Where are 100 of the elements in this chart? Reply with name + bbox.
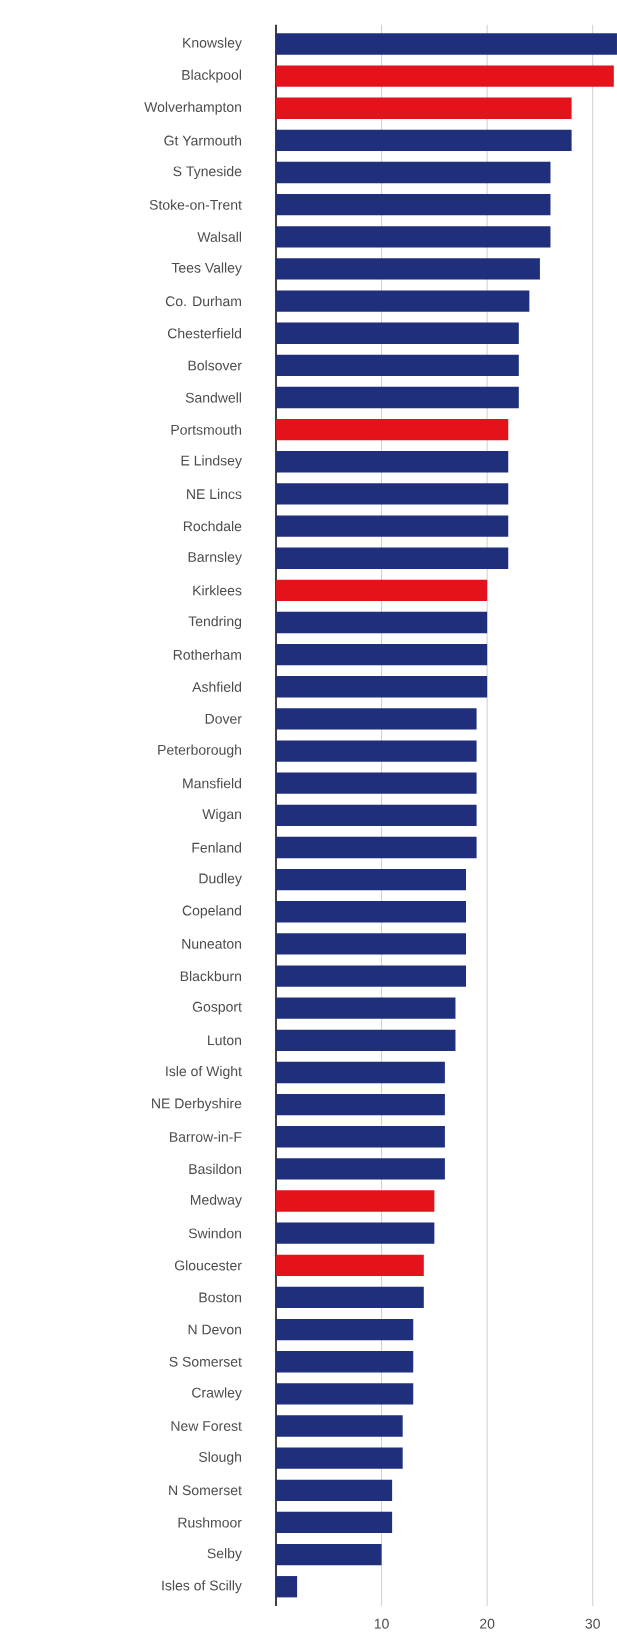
y-tick-label: Tendring	[188, 615, 242, 630]
bar	[275, 708, 477, 730]
y-tick-label: Bolsover	[188, 360, 242, 371]
bar	[275, 611, 488, 634]
bar	[275, 1576, 298, 1598]
y-tick-label: Tees Valley	[171, 262, 242, 276]
bar	[275, 1158, 445, 1180]
bar	[275, 1222, 435, 1244]
y-tick-label: Stoke-on-Trent	[149, 199, 242, 210]
y-tick-label: Walsall	[197, 231, 242, 242]
y-tick-label: N Somerset	[169, 1485, 242, 1496]
y-tick-label: Dover	[205, 714, 242, 724]
y-tick-label: Copeland	[182, 905, 242, 919]
y-tick-label: Blackburn	[180, 970, 242, 982]
bar	[275, 1511, 393, 1534]
bar	[275, 386, 519, 409]
bar	[275, 354, 519, 377]
bar	[275, 1479, 393, 1501]
bar	[275, 129, 572, 152]
y-tick-label: Kirklees	[193, 585, 242, 596]
y-tick-label: Isles of Scilly	[162, 1580, 242, 1594]
y-tick-label: NE Lincs	[187, 488, 242, 500]
y-tick-label: Rochdale	[183, 520, 242, 532]
bar	[275, 676, 488, 698]
bar	[275, 65, 614, 87]
y-tick-label: Chesterfield	[167, 328, 242, 339]
bar	[275, 1447, 403, 1469]
y-tick-label: Wigan	[202, 808, 242, 822]
y-tick-label: Blackpool	[182, 69, 241, 83]
bar	[275, 258, 540, 280]
bar	[275, 1351, 414, 1373]
bar	[275, 804, 477, 827]
bar	[275, 901, 467, 923]
bar	[275, 322, 519, 344]
bar	[275, 97, 572, 119]
bar	[275, 1383, 414, 1405]
y-tick-label: Ashfield	[192, 681, 242, 692]
bar	[275, 772, 477, 794]
y-tick-label: Gt Yarmouth	[164, 135, 242, 146]
y-tick-label: Sandwell	[185, 392, 241, 403]
x-tick-label: 30	[585, 1618, 600, 1629]
bar	[275, 933, 467, 955]
y-tick-label: N Devon	[188, 1324, 242, 1335]
y-tick-label: NE Derbyshire	[152, 1098, 242, 1112]
bar	[275, 1190, 435, 1212]
bar	[275, 579, 488, 602]
y-tick-label: Rotherham	[173, 649, 242, 660]
y-tick-label: Wolverhampton	[144, 101, 242, 115]
bar	[275, 965, 467, 987]
bar	[275, 1061, 445, 1084]
bar	[275, 1029, 456, 1051]
y-tick-label: Medway	[190, 1194, 242, 1208]
y-tick-label: Barrow-in-F	[169, 1131, 242, 1142]
y-tick-label: E Lindsey	[181, 455, 242, 469]
bar	[275, 1318, 414, 1341]
y-tick-label: Knowsley	[183, 37, 242, 51]
y-tick-label: Selby	[207, 1548, 242, 1562]
y-tick-label: Barnsley	[188, 551, 242, 565]
bar	[275, 1254, 424, 1276]
y-tick-label: Swindon	[188, 1228, 242, 1239]
bar	[275, 1093, 445, 1116]
y-tick-label: Dudley	[199, 873, 242, 887]
y-tick-label: Portsmouth	[171, 424, 242, 435]
x-tick-label: 10	[374, 1618, 389, 1629]
y-tick-label: Peterborough	[158, 744, 242, 758]
y-tick-label: Basildon	[189, 1163, 242, 1175]
bar	[275, 547, 509, 569]
y-tick-label: Gloucester	[174, 1260, 242, 1271]
y-tick-label: Fenland	[192, 842, 242, 853]
bar	[275, 740, 477, 762]
y-tick-label: S Somerset	[169, 1356, 242, 1367]
y-tick-label: Co. Durham	[165, 295, 241, 307]
bar	[275, 33, 617, 55]
y-tick-label: Slough	[198, 1451, 242, 1465]
bar	[275, 515, 509, 537]
y-tick-label: Rushmoor	[178, 1517, 242, 1528]
bar	[275, 868, 467, 891]
y-tick-label: New Forest	[171, 1421, 242, 1431]
bar	[275, 194, 551, 216]
y-tick-label: Gosport	[192, 1001, 242, 1015]
bar	[275, 161, 551, 184]
y-tick-label: Mansfield	[183, 778, 242, 789]
bar	[275, 418, 509, 441]
y-tick-label: Isle of Wight	[166, 1065, 242, 1079]
y-tick-label: Luton	[208, 1035, 242, 1046]
bar	[275, 1543, 382, 1566]
bar	[275, 290, 530, 312]
y-tick-label: Boston	[199, 1292, 242, 1303]
bar	[275, 1126, 445, 1148]
bar	[275, 483, 509, 505]
bar	[275, 643, 488, 666]
bar	[275, 451, 509, 473]
y-tick-label: Crawley	[192, 1387, 242, 1401]
bar	[275, 226, 551, 248]
bar	[275, 997, 456, 1019]
bar	[275, 836, 477, 859]
bar	[275, 1286, 424, 1309]
y-tick-label: S Tyneside	[173, 166, 242, 180]
y-tick-label: Nuneaton	[182, 939, 242, 949]
x-tick-label: 20	[480, 1618, 495, 1629]
